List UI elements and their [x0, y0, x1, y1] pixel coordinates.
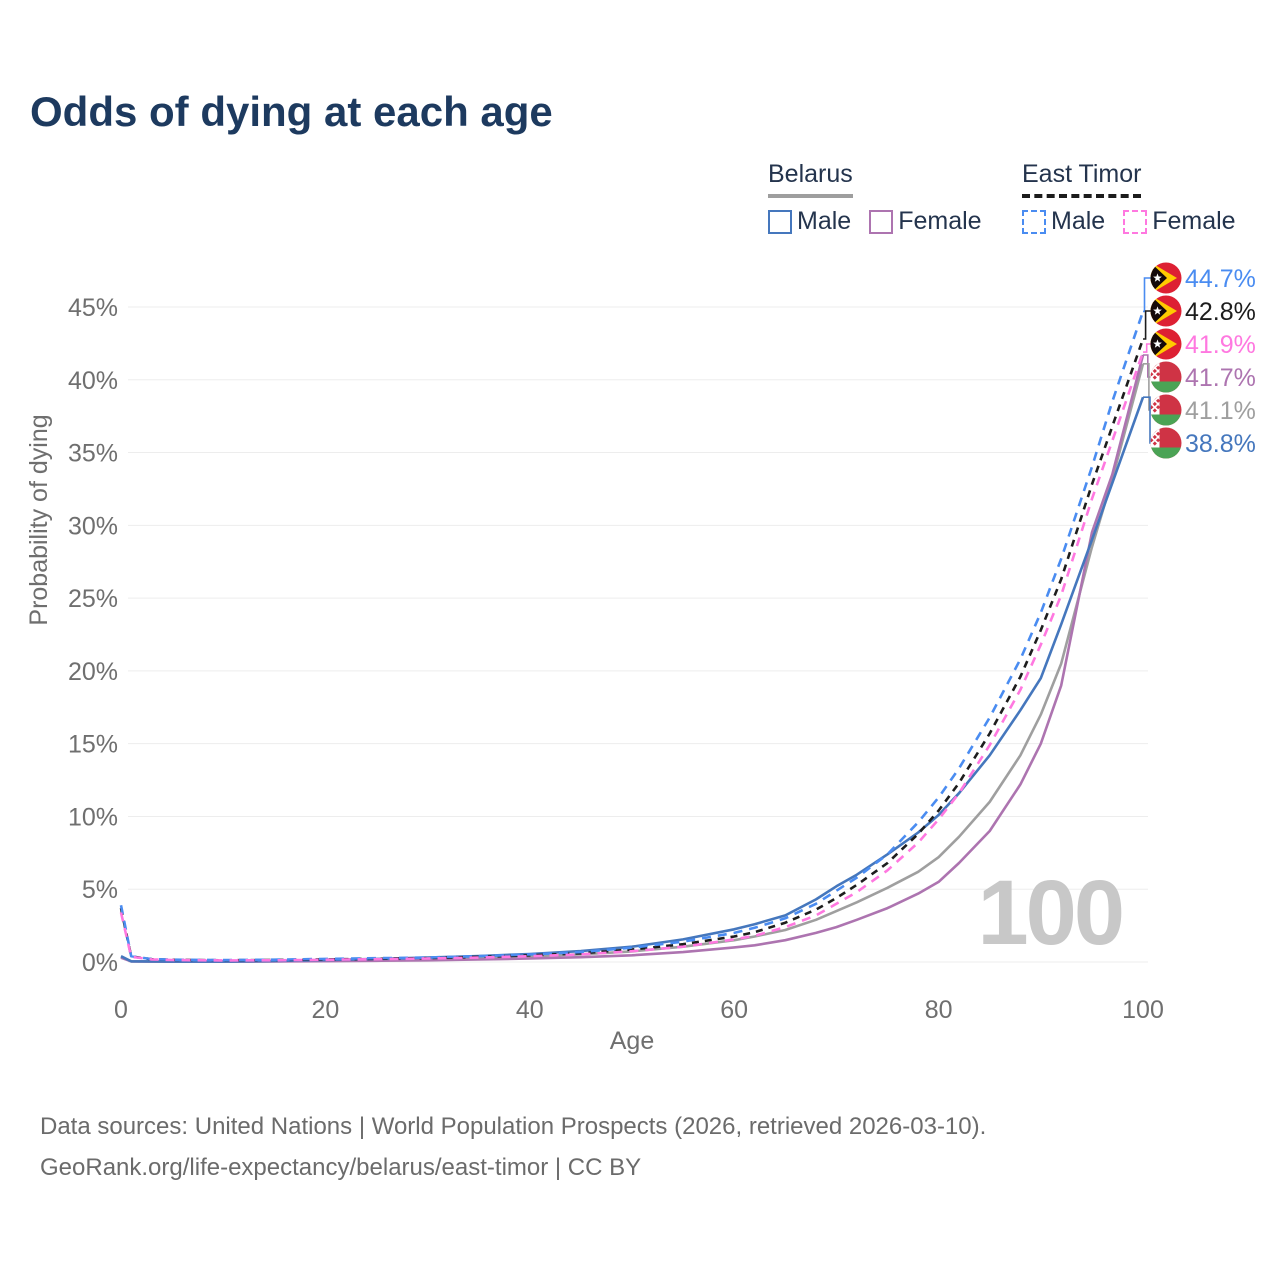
y-tick-label: 25%: [68, 585, 118, 613]
x-tick-label: 0: [114, 996, 128, 1024]
y-tick-label: 0%: [82, 949, 118, 977]
y-tick-label: 30%: [68, 512, 118, 540]
y-tick-label: 35%: [68, 440, 118, 468]
y-tick-label: 15%: [68, 731, 118, 759]
attribution-line: GeoRank.org/life-expectancy/belarus/east…: [40, 1154, 642, 1182]
footer: Data sources: United Nations | World Pop…: [40, 1106, 986, 1189]
legend-group-belarus: Belarus Male Female: [768, 160, 982, 236]
legend: Belarus Male Female East Timor Male: [0, 160, 1280, 250]
legend-item-label: Male: [1051, 207, 1106, 235]
flag-icon-east-timor: [1150, 328, 1182, 360]
end-label-value: 41.9%: [1185, 331, 1256, 359]
legend-country-east-timor[interactable]: East Timor: [1022, 160, 1142, 198]
line-swatch-belarus-male: [768, 209, 792, 234]
end-label-value: 44.7%: [1185, 265, 1256, 293]
y-axis-title: Probability of dying: [25, 414, 53, 625]
x-tick-label: 100: [1122, 996, 1164, 1024]
y-tick-label: 5%: [82, 876, 118, 904]
page-title: Odds of dying at each age: [30, 88, 553, 135]
legend-item-label: Male: [797, 207, 852, 235]
flag-icon-belarus: [1150, 361, 1182, 393]
end-label-value: 41.1%: [1185, 397, 1256, 425]
legend-item-belarus-female[interactable]: Female: [869, 207, 982, 236]
x-tick-label: 60: [720, 996, 748, 1024]
legend-group-east-timor: East Timor Male Female: [1022, 160, 1236, 236]
flag-icon-east-timor: [1150, 295, 1182, 327]
x-tick-label: 20: [311, 996, 339, 1024]
series-line-east-timor-male[interactable]: [119, 310, 1145, 962]
line-swatch-east-timor-male: [1022, 209, 1046, 234]
end-label-connector: [1143, 343, 1151, 353]
line-swatch-east-timor-female: [1123, 209, 1148, 234]
end-label-value: 38.8%: [1185, 430, 1256, 458]
y-tick-label: 10%: [68, 803, 118, 831]
legend-country-belarus[interactable]: Belarus: [768, 160, 853, 198]
x-tick-label: 80: [925, 996, 953, 1024]
x-axis-title: Age: [610, 1027, 654, 1055]
y-tick-label: 40%: [68, 367, 118, 395]
end-label-value: 42.8%: [1185, 298, 1256, 326]
y-tick-label: 20%: [68, 658, 118, 686]
series-line-east-timor-female[interactable]: [119, 351, 1145, 962]
flag-icon-east-timor: [1150, 262, 1182, 294]
data-sources-line: Data sources: United Nations | World Pop…: [40, 1113, 987, 1140]
legend-item-label: Female: [1152, 207, 1236, 235]
legend-item-label: Female: [898, 207, 982, 235]
series-line-east-timor-total[interactable]: [119, 338, 1145, 962]
x-tick-label: 40: [516, 996, 544, 1024]
end-label-connector: [1143, 354, 1151, 378]
age-watermark: 100: [978, 862, 1123, 964]
end-label-connector: [1143, 277, 1151, 313]
legend-item-east-timor-male[interactable]: Male: [1022, 207, 1105, 236]
flag-icon-belarus: [1150, 427, 1182, 459]
end-label-value: 41.7%: [1185, 364, 1256, 392]
legend-item-belarus-male[interactable]: Male: [768, 207, 851, 236]
end-label-connector: [1143, 310, 1151, 340]
line-swatch-belarus-female: [869, 209, 894, 234]
flag-icon-belarus: [1150, 394, 1182, 426]
y-tick-label: 45%: [68, 294, 118, 322]
end-label-connector: [1143, 396, 1151, 444]
legend-item-east-timor-female[interactable]: Female: [1123, 207, 1236, 236]
